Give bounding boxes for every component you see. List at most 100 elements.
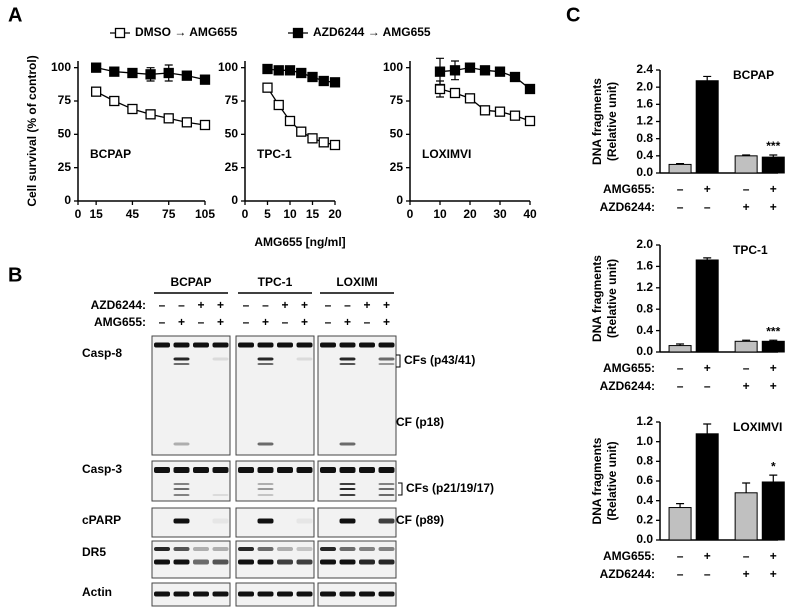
condition-sign: –: [743, 361, 750, 375]
panel-label: C: [566, 4, 580, 26]
treatment-sign: –: [198, 315, 205, 329]
band: [339, 483, 356, 485]
blot-strip: [151, 335, 231, 456]
condition-sign: +: [770, 379, 777, 393]
condition-sign: +: [704, 549, 711, 563]
bar: [761, 156, 785, 174]
chart-title: BCPAP: [733, 68, 774, 82]
y-tick-label: 50: [390, 127, 404, 141]
band: [257, 342, 274, 348]
bar: [761, 481, 785, 541]
marker: [284, 65, 296, 76]
marker: [181, 117, 193, 128]
treatment-sign: +: [197, 298, 204, 312]
band: [359, 342, 375, 348]
condition-sign: –: [677, 567, 684, 581]
y-tick-label: 25: [390, 160, 404, 174]
band: [154, 547, 170, 551]
treatment-sign: –: [325, 298, 332, 312]
band: [173, 494, 190, 496]
error-bar: [703, 257, 712, 260]
band: [257, 547, 274, 551]
marker: [434, 66, 446, 77]
bracket: [398, 482, 403, 496]
band: [339, 357, 356, 361]
blot-strip: [317, 335, 397, 456]
band: [320, 547, 336, 551]
y-tick-label: 1.6: [636, 97, 653, 111]
y-tick-label: 75: [58, 93, 72, 107]
band: [296, 559, 313, 565]
band: [212, 467, 229, 473]
y-axis-label: DNA fragments: [590, 78, 604, 165]
treatment-sign: +: [344, 315, 351, 329]
marker: [284, 115, 296, 127]
y-tick-label: 0.0: [636, 532, 653, 546]
error-bar: [676, 162, 685, 165]
y-tick-label: 0.6: [636, 473, 653, 487]
chart-title: TPC-1: [733, 243, 768, 257]
band: [378, 547, 395, 551]
band: [339, 518, 356, 524]
blot-strip: [151, 582, 231, 607]
condition-sign: –: [743, 182, 750, 196]
band: [173, 547, 190, 551]
band: [212, 559, 229, 565]
condition-label: AZD6244:: [600, 200, 655, 214]
condition-sign: –: [704, 567, 711, 581]
y-tick-label: 2.4: [636, 62, 653, 76]
y-tick-label: 2.0: [636, 237, 653, 251]
band: [238, 559, 254, 565]
band: [193, 559, 209, 565]
x-tick-label: 45: [126, 207, 140, 221]
y-tick-label: 25: [58, 160, 72, 174]
treatment-sign: +: [301, 315, 308, 329]
marker: [273, 99, 284, 111]
marker: [199, 119, 211, 131]
blot-strip: [235, 582, 315, 607]
condition-label: AMG655:: [603, 549, 655, 563]
error-bar: [703, 75, 712, 81]
band: [212, 494, 229, 496]
x-tick-label: 0: [75, 207, 82, 221]
treatment-sign: +: [178, 315, 185, 329]
marker: [329, 77, 341, 88]
band: [238, 342, 254, 348]
band: [320, 559, 336, 565]
band: [296, 342, 313, 348]
band: [296, 591, 313, 597]
marker: [296, 67, 307, 79]
y-tick-label: 0.8: [636, 301, 653, 315]
band: [173, 363, 190, 365]
marker: [318, 75, 329, 87]
marker: [509, 71, 521, 83]
chart-annotation: LOXIMVI: [422, 147, 471, 161]
significance-label: ***: [766, 324, 780, 338]
chart-annotation: BCPAP: [90, 147, 131, 161]
marker: [273, 65, 284, 76]
condition-sign: +: [770, 200, 777, 214]
band: [296, 547, 313, 551]
marker: [464, 62, 476, 73]
x-tick-label: 10: [433, 207, 447, 221]
treatment-sign: +: [262, 315, 269, 329]
y-tick-label: 1.6: [636, 259, 653, 273]
treatment-sign: –: [364, 315, 371, 329]
band: [154, 591, 170, 597]
band: [173, 342, 190, 348]
blot-row-label: Casp-8: [82, 346, 122, 360]
marker: [329, 139, 341, 151]
band: [296, 467, 313, 473]
x-tick-label: 40: [523, 207, 537, 221]
band: [173, 559, 190, 565]
bar: [695, 259, 719, 353]
panel-label: A: [8, 4, 22, 26]
error-bar: [676, 343, 685, 346]
bar: [695, 80, 719, 174]
band: [378, 559, 395, 565]
condition-sign: –: [677, 361, 684, 375]
band: [320, 342, 336, 348]
condition-sign: +: [743, 379, 750, 393]
condition-sign: +: [743, 567, 750, 581]
condition-sign: +: [770, 182, 777, 196]
